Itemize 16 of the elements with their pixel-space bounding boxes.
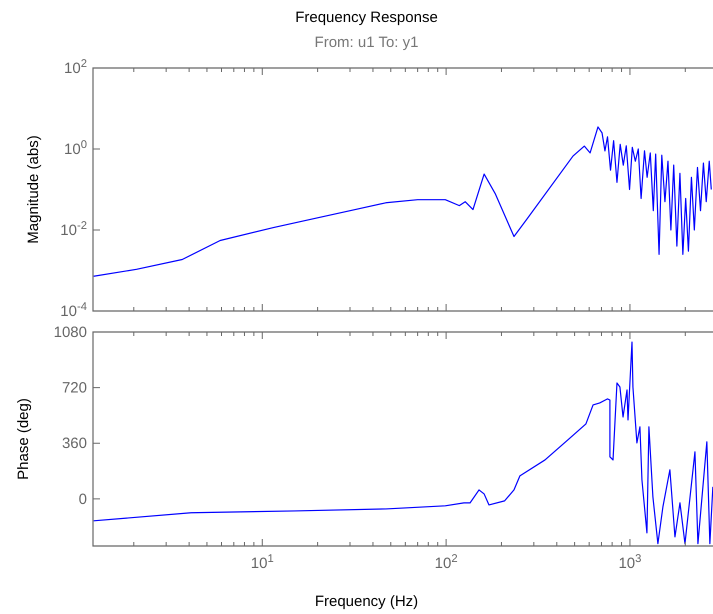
y-tick-label: 720 (62, 380, 87, 397)
x-tick-label: 10$^{2}$ (434, 553, 458, 572)
y-tick-label: 0 (78, 490, 87, 508)
y-axis-title: Phase (deg) (15, 398, 32, 480)
y-tick-label: 1080 (54, 324, 87, 341)
chart-subtitle: From: u1 To: y1 (314, 34, 418, 51)
y-axis-title: Magnitude (abs) (25, 135, 42, 244)
x-axis-title: Frequency (Hz) (314, 593, 418, 610)
chart-title: Frequency Response (295, 9, 438, 26)
x-tick-label: 10$^{3}$ (618, 553, 642, 572)
y-tick-label: 10$^{0}$ (64, 139, 87, 158)
x-tick-label: 10$^{1}$ (250, 553, 274, 572)
y-tick-label: 10$^{-2}$ (60, 220, 87, 239)
y-tick-label: 10$^{-4}$ (60, 301, 87, 320)
y-tick-label: 10$^{2}$ (64, 58, 87, 77)
y-tick-label: 360 (62, 435, 87, 452)
